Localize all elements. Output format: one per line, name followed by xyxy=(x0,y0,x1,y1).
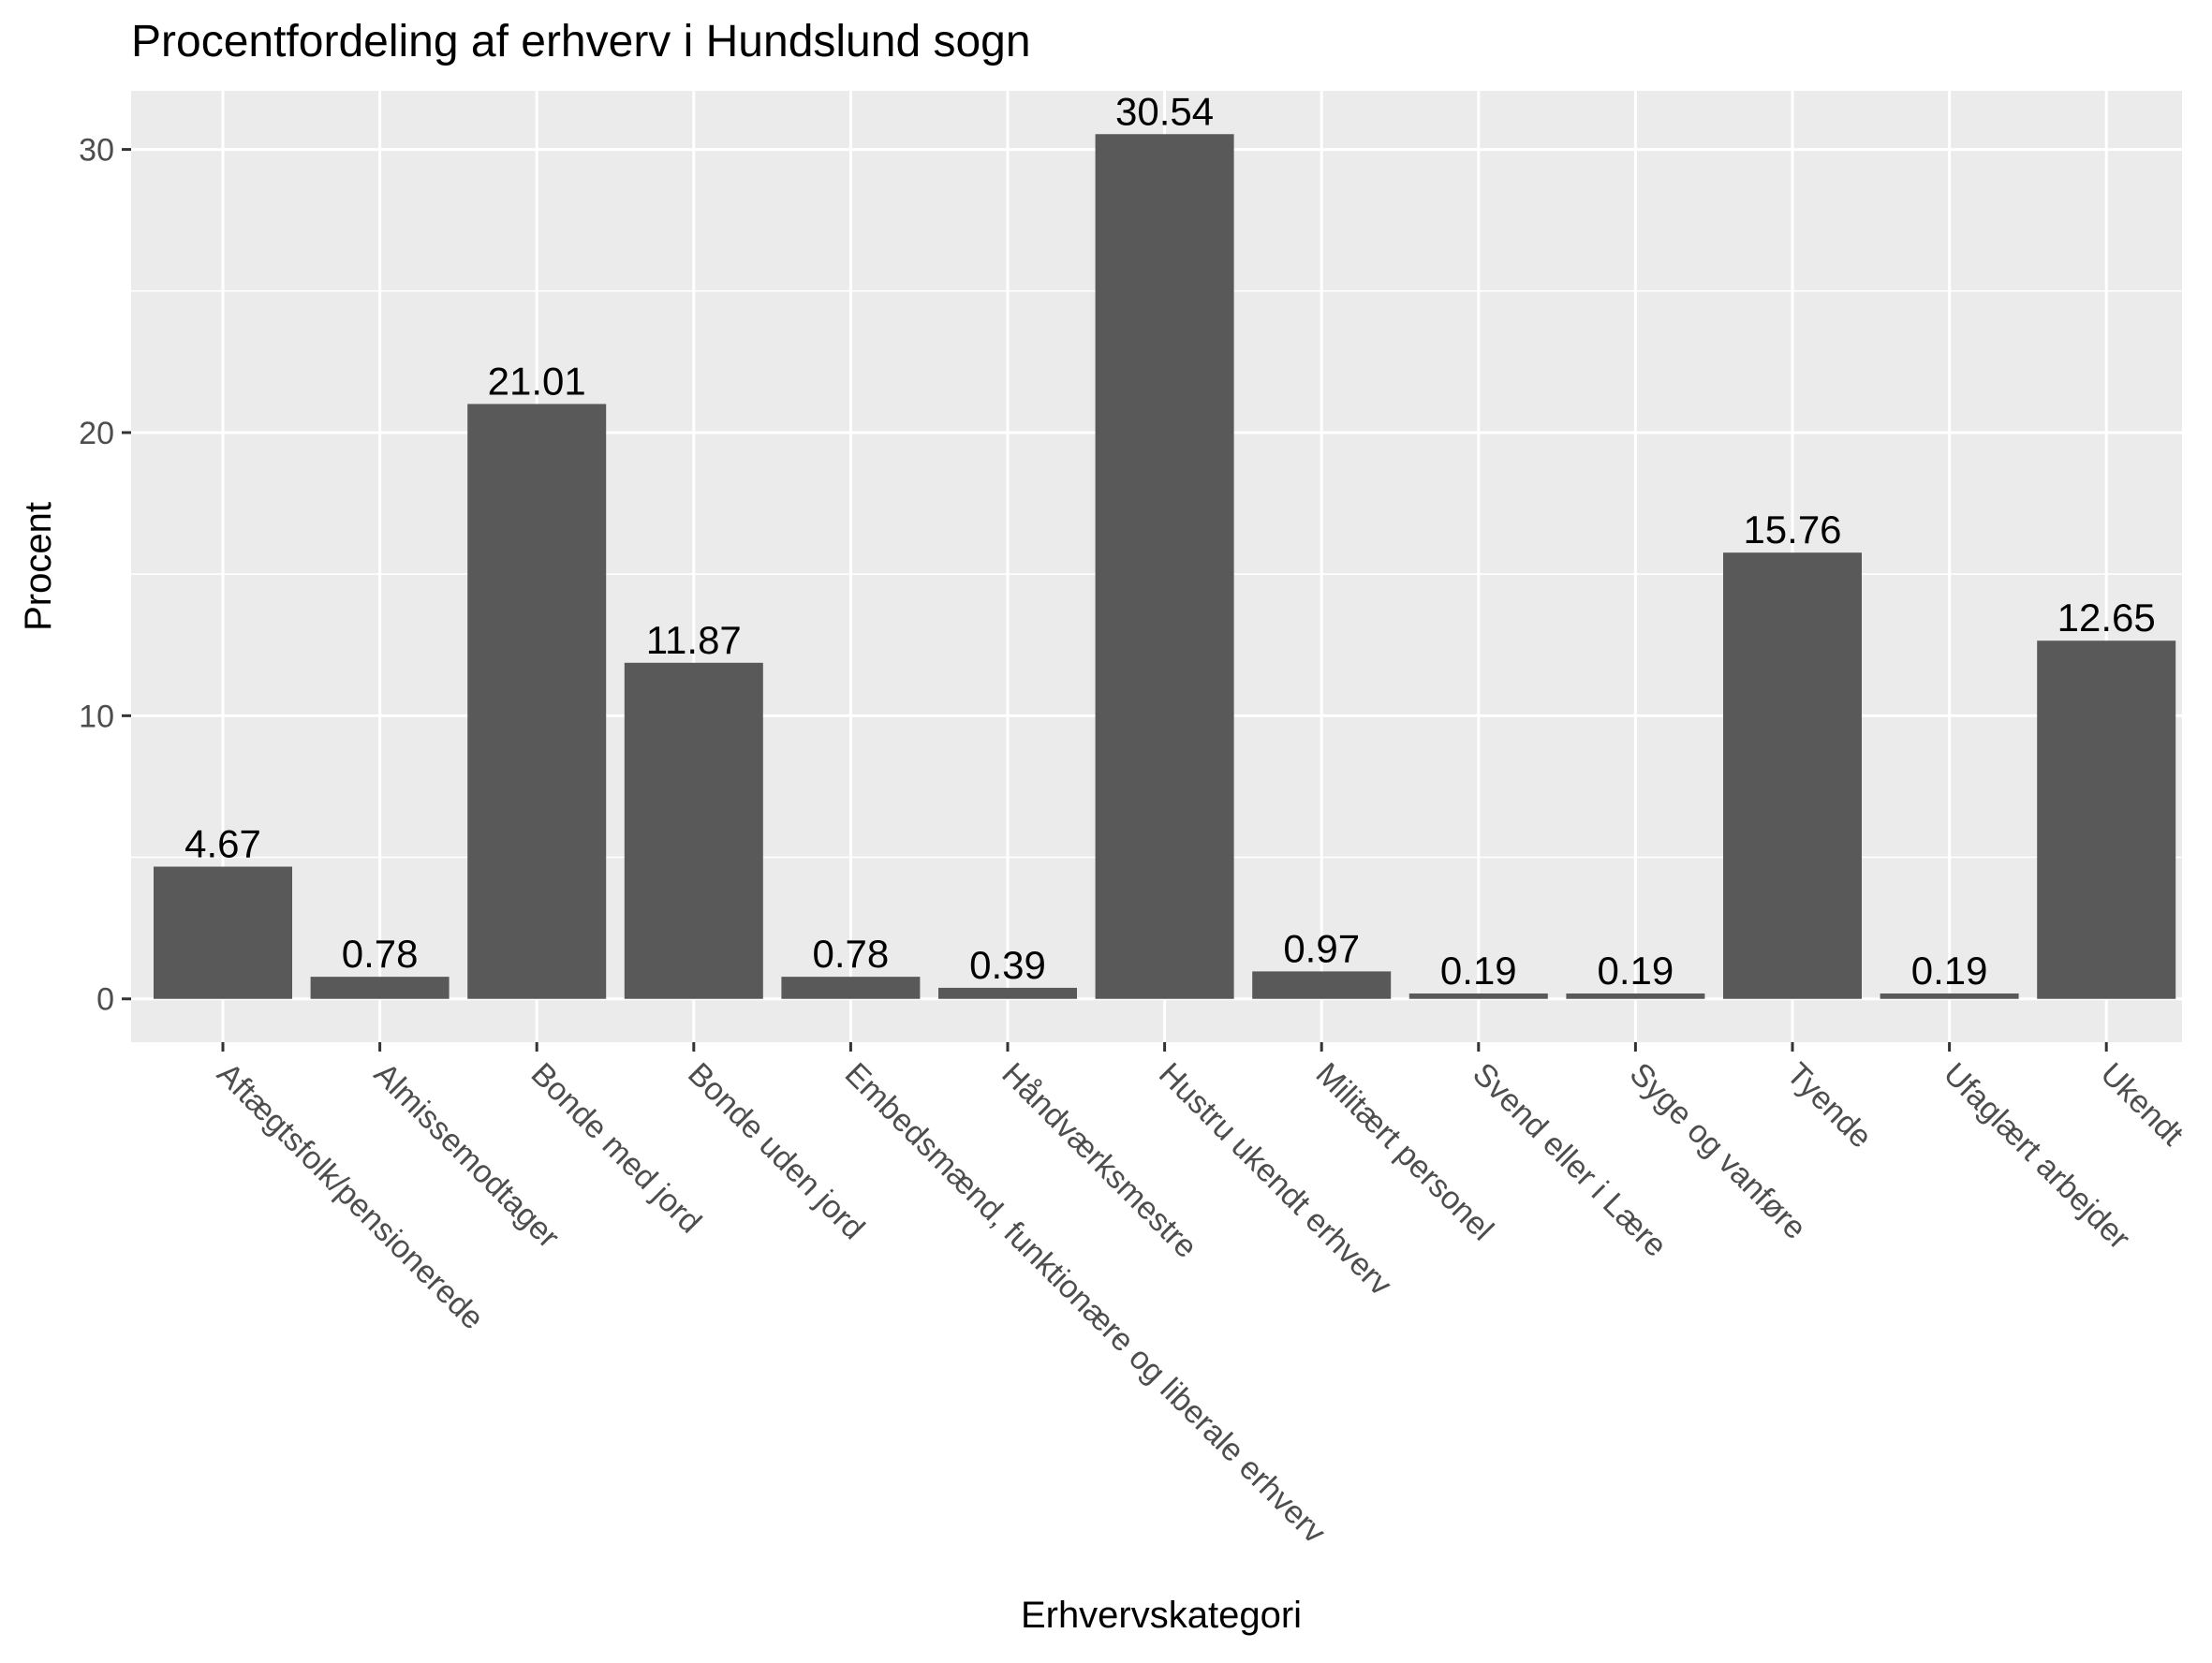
bar-value-label: 0.19 xyxy=(1440,949,1517,993)
bar-value-label: 15.76 xyxy=(1743,508,1841,552)
bars xyxy=(154,134,2176,999)
bar xyxy=(154,866,292,999)
y-axis-title: Procent xyxy=(18,502,59,631)
bar-value-label: 11.87 xyxy=(646,618,742,662)
bar xyxy=(1095,134,1234,999)
bar-value-label: 0.19 xyxy=(1598,949,1674,993)
y-tick-label: 30 xyxy=(79,133,114,169)
bar-value-label: 30.54 xyxy=(1115,89,1214,133)
bar xyxy=(1723,552,1862,999)
bar xyxy=(938,987,1077,999)
bar xyxy=(781,977,921,999)
bar xyxy=(310,977,450,999)
x-tick-label: Bonde med jord xyxy=(524,1056,709,1241)
x-tick-label: Aftægtsfolk/pensionerede xyxy=(210,1056,491,1337)
bar-value-label: 21.01 xyxy=(488,359,586,403)
bar-value-label: 12.65 xyxy=(2057,596,2156,640)
bar-value-label: 0.39 xyxy=(969,943,1046,987)
y-tick-label: 10 xyxy=(79,699,114,734)
bar-value-label: 0.97 xyxy=(1283,926,1360,970)
y-axis: 0 10 20 30 xyxy=(79,133,131,1018)
bar xyxy=(2037,640,2176,999)
y-tick-label: 20 xyxy=(79,416,114,451)
bar-value-label: 0.78 xyxy=(813,932,890,976)
bar-value-label: 0.78 xyxy=(342,932,419,976)
chart-title: Procentfordeling af erhverv i Hundslund … xyxy=(131,17,1031,66)
y-tick-label: 0 xyxy=(96,982,114,1018)
x-axis-title: Erhvervskategori xyxy=(1021,1595,1302,1636)
x-tick-label: Tyende xyxy=(1779,1056,1879,1155)
bar xyxy=(1566,993,1705,999)
bar xyxy=(624,662,763,999)
bar xyxy=(467,404,607,999)
bar-value-label: 0.19 xyxy=(1911,949,1988,993)
x-tick-label: Ukendt xyxy=(2094,1056,2190,1153)
x-axis: Aftægtsfolk/pensioneredeAlmissemodtagerB… xyxy=(210,1042,2190,1551)
bar xyxy=(1408,993,1548,999)
bar xyxy=(1880,993,2019,999)
bar xyxy=(1252,971,1392,999)
bar-value-label: 4.67 xyxy=(184,822,261,866)
value-labels: 4.67 0.78 21.01 11.87 0.78 0.39 30.54 0.97 0.19 0… xyxy=(184,89,2156,993)
